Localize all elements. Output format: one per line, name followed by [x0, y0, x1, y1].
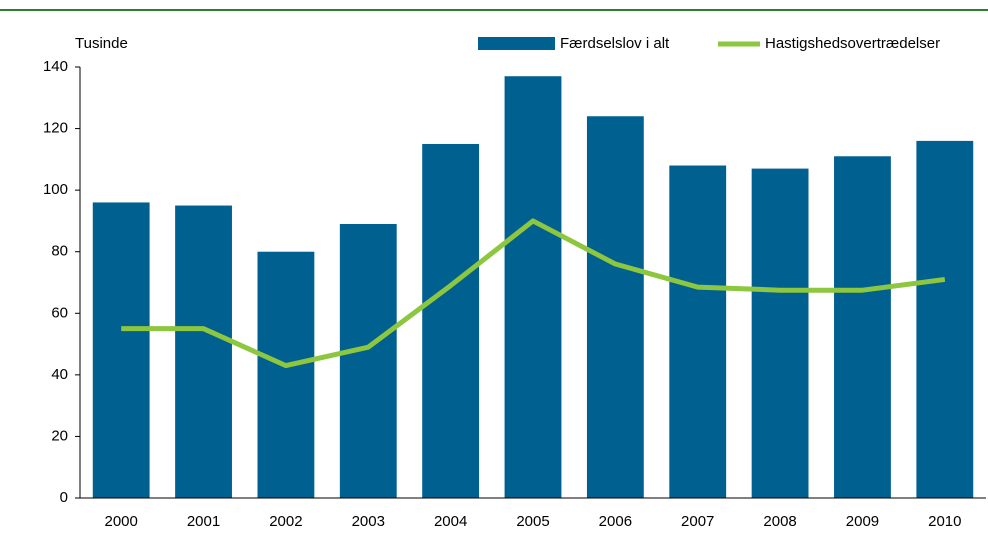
bar	[422, 143, 480, 498]
bar	[504, 76, 562, 498]
x-tick-label: 2002	[269, 513, 302, 530]
legend-label: Færdselslov i alt	[560, 35, 670, 52]
y-axis-label: Tusinde	[75, 35, 128, 52]
x-tick-label: 2009	[846, 513, 879, 530]
y-tick-label: 80	[51, 243, 68, 260]
y-tick-label: 120	[43, 120, 68, 137]
x-tick-label: 2005	[516, 513, 549, 530]
y-tick-label: 0	[60, 489, 68, 506]
y-tick-label: 60	[51, 304, 68, 321]
y-tick-label: 20	[51, 427, 68, 444]
bar	[834, 156, 891, 498]
x-tick-label: 2007	[681, 513, 714, 530]
legend-label: Hastigshedsovertrædelser	[765, 35, 940, 52]
x-tick-label: 2000	[104, 513, 137, 530]
legend-swatch	[478, 37, 555, 50]
x-tick-label: 2004	[434, 513, 467, 530]
y-tick-label: 140	[43, 58, 68, 75]
bar	[751, 168, 809, 499]
x-tick-label: 2006	[599, 513, 632, 530]
bar	[586, 116, 644, 498]
bar	[257, 251, 315, 498]
bar	[669, 165, 727, 498]
y-tick-label: 40	[51, 366, 68, 383]
line	[121, 218, 946, 369]
x-tick-label: 2001	[187, 513, 220, 530]
bar	[339, 224, 397, 498]
bar	[92, 202, 150, 498]
bar	[916, 140, 974, 498]
y-tick-label: 100	[43, 181, 68, 198]
x-tick-label: 2003	[352, 513, 385, 530]
bar	[175, 205, 232, 499]
x-tick-label: 2008	[763, 513, 796, 530]
x-tick-label: 2010	[928, 513, 961, 530]
